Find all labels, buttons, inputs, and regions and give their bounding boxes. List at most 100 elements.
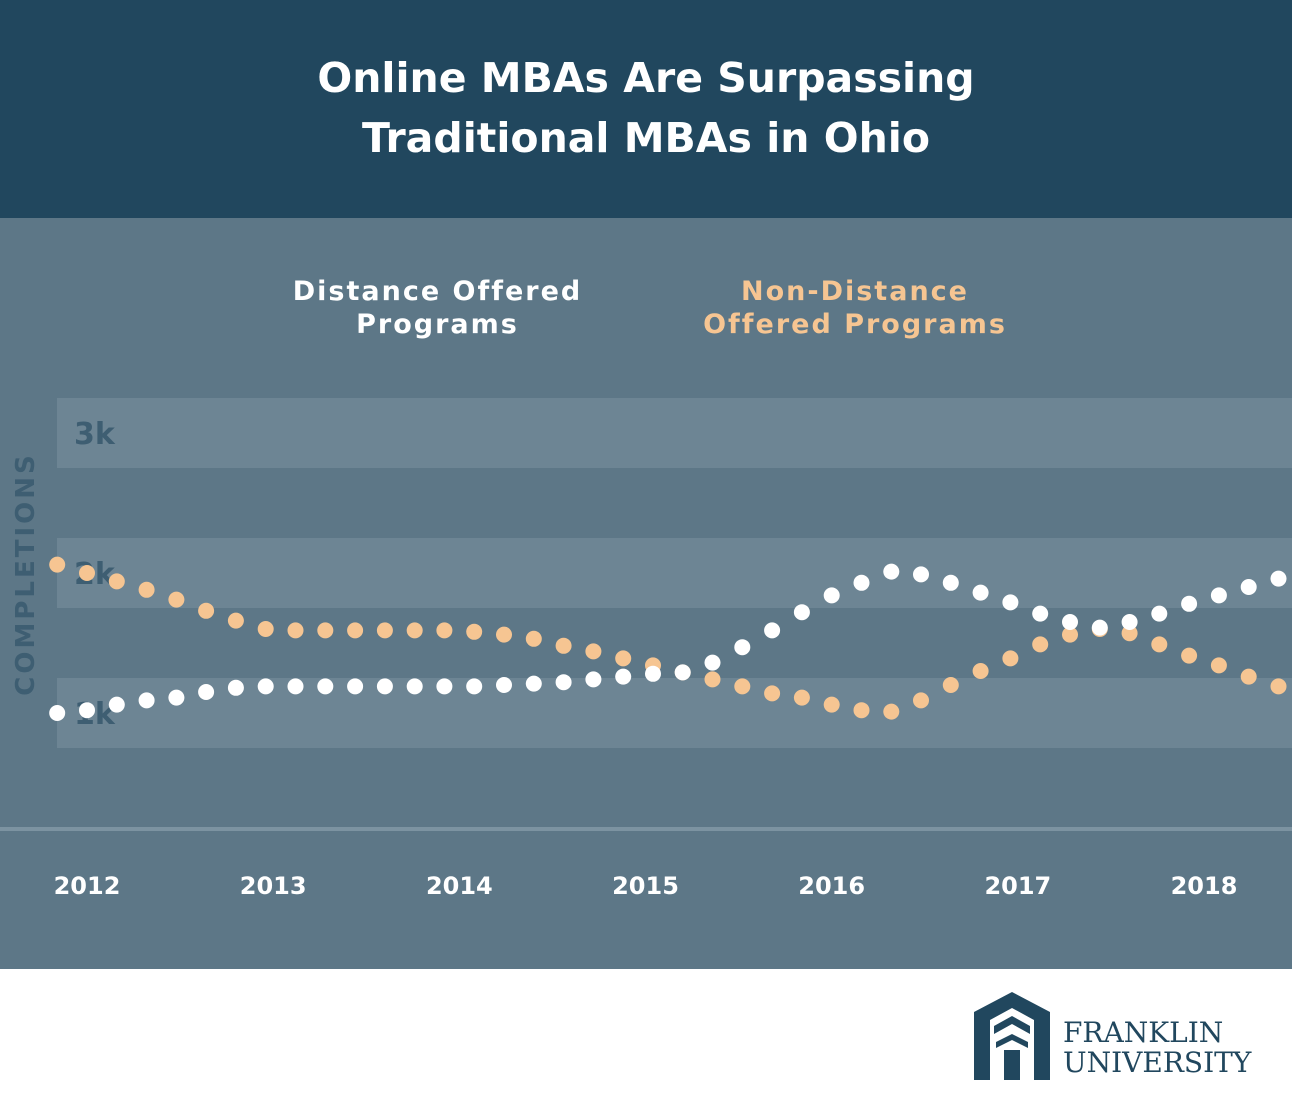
distance-data-point <box>1210 587 1227 604</box>
non-distance-data-point <box>108 573 125 590</box>
distance-data-point <box>972 584 989 601</box>
non-distance-data-point <box>496 626 512 643</box>
legend-distance-line-2: Programs <box>356 309 519 340</box>
x-tick-labels: 2012 2013 2014 2015 2016 2017 2018 <box>54 872 1238 900</box>
distance-data-point <box>347 678 364 695</box>
distance-data-point <box>734 639 751 656</box>
chart-title: Online MBAs Are Surpassing Traditional M… <box>0 48 1292 168</box>
distance-data-point <box>704 654 721 671</box>
non-distance-data-point <box>972 663 989 679</box>
distance-data-point <box>1091 619 1108 636</box>
distance-data-point <box>1002 594 1019 611</box>
y-tick-labels: 1k2k3k <box>74 417 116 732</box>
distance-data-point <box>79 702 95 719</box>
non-distance-data-point <box>1240 668 1257 685</box>
distance-data-point <box>49 705 66 721</box>
distance-data-point <box>555 674 572 691</box>
distance-data-point <box>645 665 661 682</box>
non-distance-data-point <box>198 602 215 619</box>
non-distance-data-point <box>79 565 95 581</box>
distance-data-point <box>793 604 810 621</box>
distance-data-point <box>227 679 244 696</box>
distance-data-point <box>287 678 304 695</box>
non-distance-data-point <box>823 696 840 713</box>
non-distance-data-point <box>436 622 453 639</box>
legend-non-distance-offered: Non-Distance Offered Programs <box>670 275 1040 341</box>
x-tick-label: 2015 <box>612 872 679 900</box>
non-distance-data-point <box>1181 647 1198 664</box>
chart-title-line-1: Online MBAs Are Surpassing <box>317 54 975 102</box>
distance-data-point <box>496 677 512 693</box>
distance-data-point <box>615 668 632 685</box>
distance-data-point <box>585 671 602 688</box>
distance-data-point <box>1121 614 1138 630</box>
non-distance-data-point <box>734 678 751 695</box>
distance-data-point <box>823 587 840 604</box>
non-distance-data-point <box>1032 636 1049 653</box>
legend-nondistance-line-2: Offered Programs <box>703 309 1007 340</box>
non-distance-data-point <box>138 581 155 598</box>
non-distance-data-point <box>853 702 870 719</box>
distance-data-point <box>942 574 959 591</box>
distance-data-point <box>853 574 870 591</box>
non-distance-data-point <box>942 677 959 693</box>
distance-data-point <box>1270 570 1287 587</box>
franklin-university-logo: FRANKLIN UNIVERSITY <box>970 990 1270 1085</box>
non-distance-data-point <box>376 622 393 639</box>
logo-line-2: UNIVERSITY <box>1063 1046 1252 1079</box>
legend-nondistance-line-1: Non-Distance <box>741 276 969 307</box>
distance-data-point <box>198 684 215 700</box>
legend-distance-offered: Distance Offered Programs <box>255 275 620 341</box>
non-distance-data-point <box>1062 626 1078 643</box>
distance-data-point <box>764 622 781 639</box>
non-distance-data-point <box>585 643 602 660</box>
non-distance-data-point <box>1121 625 1138 642</box>
non-distance-data-point <box>525 630 542 647</box>
distance-data-point <box>257 678 274 695</box>
distance-data-point <box>1151 605 1168 622</box>
x-tick-label: 2013 <box>240 872 307 900</box>
franklin-arch-icon <box>974 992 1050 1080</box>
non-distance-data-point <box>1210 657 1227 674</box>
non-distance-data-point <box>793 689 810 706</box>
header-banner: Online MBAs Are Surpassing Traditional M… <box>0 0 1292 218</box>
distance-data-point <box>674 664 691 681</box>
x-tick-label: 2017 <box>984 872 1051 900</box>
non-distance-data-point <box>347 622 364 639</box>
distance-data-point <box>1181 595 1198 612</box>
non-distance-data-point <box>1270 678 1287 695</box>
x-tick-label: 2014 <box>426 872 493 900</box>
distance-data-point <box>406 678 423 695</box>
series-distance-offered <box>49 563 1287 721</box>
distance-data-point <box>436 678 453 695</box>
non-distance-data-point <box>227 612 244 629</box>
chart-plot: COMPLETIONS 1k2k3k 201220132014201520162… <box>0 398 1292 900</box>
non-distance-data-point <box>555 637 572 654</box>
non-distance-data-point <box>615 650 632 667</box>
distance-data-point <box>525 675 542 692</box>
non-distance-data-point <box>883 703 900 720</box>
logo-wordmark: FRANKLIN UNIVERSITY <box>1063 1018 1251 1078</box>
distance-data-point <box>317 678 334 695</box>
distance-data-point <box>466 678 483 695</box>
distance-data-point <box>108 696 125 713</box>
non-distance-data-point <box>257 621 274 637</box>
band-2k <box>57 538 1292 608</box>
legend-distance-line-1: Distance Offered <box>292 276 583 307</box>
non-distance-data-point <box>1151 636 1168 653</box>
non-distance-data-point <box>466 623 483 640</box>
non-distance-data-point <box>913 692 929 709</box>
band-3k <box>57 398 1292 468</box>
x-tick-label: 2018 <box>1171 872 1238 900</box>
non-distance-data-point <box>406 622 423 639</box>
distance-data-point <box>883 563 900 580</box>
distance-data-point <box>913 566 929 583</box>
non-distance-data-point <box>1002 650 1019 667</box>
non-distance-data-point <box>317 622 334 639</box>
x-axis-baseline <box>0 827 1292 831</box>
non-distance-data-point <box>287 622 304 639</box>
distance-data-point <box>1240 579 1257 595</box>
distance-data-point <box>376 678 393 695</box>
footer <box>0 969 1292 1098</box>
